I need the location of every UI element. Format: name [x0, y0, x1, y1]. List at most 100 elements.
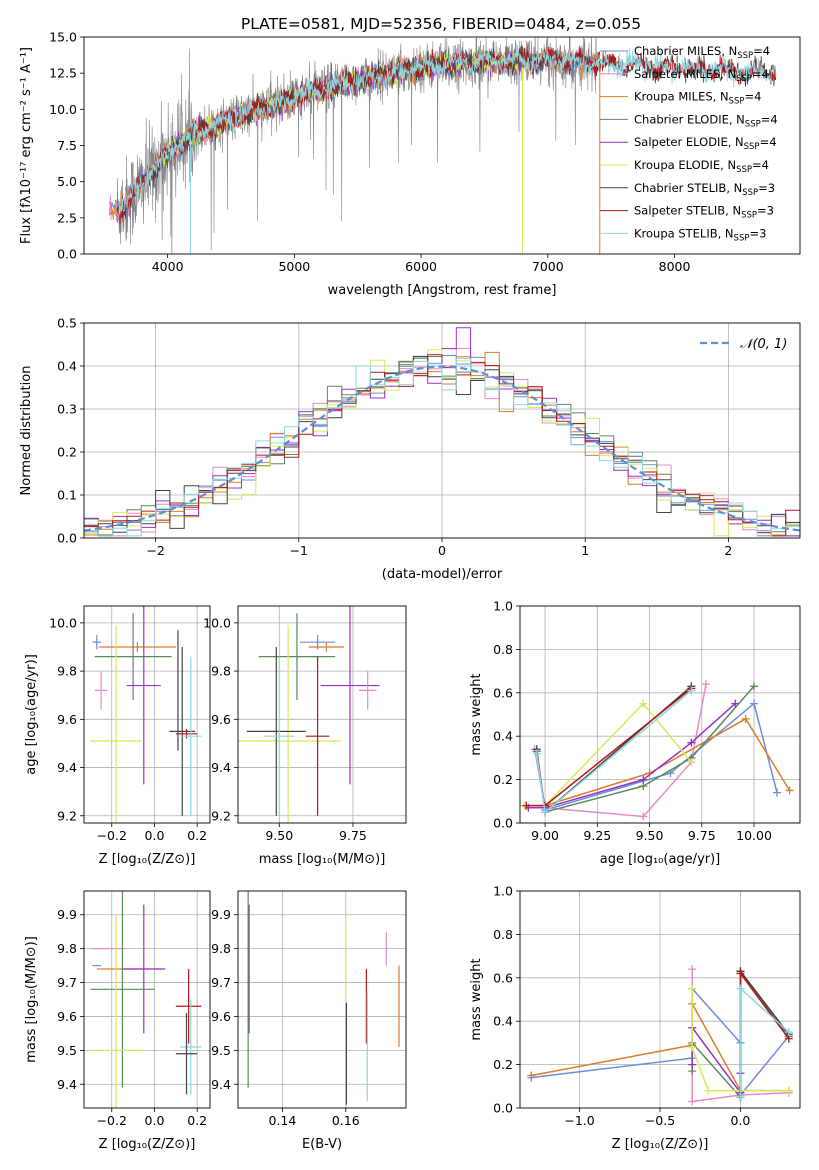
- x-tick-label: 0.16: [332, 1113, 360, 1128]
- y-tick-label: 0.2: [57, 445, 77, 460]
- weight-marker-salpeter_miles: [688, 965, 697, 974]
- panel-mass_vs_EBV: 0.14 0.16 9.4 9.5 9.6 9.7 9.8 9.9 E(B-V): [211, 890, 407, 1152]
- legend-entry: Salpeter MILES, NSSP=4: [634, 67, 769, 84]
- legend-entry: Chabrier MILES, NSSP=4: [634, 44, 770, 61]
- weight-marker-kroupa_elodie: [688, 1043, 697, 1052]
- plot-area: [238, 606, 406, 823]
- weight-marker-kroupa_elodie: [784, 1086, 793, 1095]
- x-axis-label: wavelength [Angstrom, rest frame]: [328, 283, 557, 298]
- y-tick-label: 9.8: [211, 941, 231, 956]
- weight-marker-salpeter_stelib: [736, 969, 745, 978]
- weight-marker-kroupa_miles: [527, 1071, 536, 1080]
- y-tick-label: 0.0: [493, 816, 513, 831]
- x-tick-label: 5000: [278, 259, 310, 274]
- axes-frame: [237, 605, 407, 824]
- y-tick-label: 10.0: [49, 615, 77, 630]
- weight-line-salpeter_stelib: [739, 971, 790, 1098]
- y-tick-label: 0.4: [57, 359, 77, 374]
- axes-frame: [83, 36, 801, 255]
- y-tick-label: 0.6: [493, 685, 513, 700]
- weight-marker-salpeter_elodie: [687, 738, 696, 747]
- weight-marker-kroupa_stelib: [687, 686, 696, 695]
- plot-area: [238, 891, 406, 1108]
- plot-area: [84, 891, 210, 1108]
- x-tick-label: 0: [438, 543, 446, 558]
- y-tick-label: 0.2: [493, 772, 513, 787]
- y-tick-label: 0.8: [493, 642, 513, 657]
- legend-entry: Kroupa ELODIE, NSSP=4: [634, 158, 769, 175]
- y-tick-label: 0.0: [57, 247, 77, 262]
- axes-frame: [83, 322, 801, 539]
- y-tick-label: 5.0: [57, 174, 77, 189]
- weight-marker-kroupa_stelib: [541, 808, 550, 817]
- y-tick-label: 9.6: [57, 712, 77, 727]
- y-axis-label: mass weight: [469, 958, 484, 1040]
- weight-marker-salpeter_miles: [701, 680, 710, 689]
- y-tick-label: 9.4: [211, 1077, 231, 1092]
- plot-area: [520, 891, 800, 1108]
- y-tick-label: 0.0: [57, 531, 77, 546]
- normal-curve: [84, 365, 800, 532]
- x-tick-label: 6000: [405, 259, 437, 274]
- weight-line-chabrier_miles: [531, 986, 790, 1098]
- legend-entry: Salpeter STELIB, NSSP=3: [634, 204, 774, 221]
- y-tick-label: 0.8: [493, 927, 513, 942]
- model-line-kroupa_stelib: [116, 44, 777, 219]
- x-tick-label: 0.0: [145, 1113, 165, 1128]
- x-tick-label: 0.2: [187, 828, 207, 843]
- y-tick-label: 0.1: [57, 488, 77, 503]
- weight-line-salpeter_elodie: [691, 1025, 742, 1096]
- x-axis-label: (data-model)/error: [382, 567, 503, 582]
- weight-marker-salpeter_elodie: [639, 775, 648, 784]
- x-tick-label: 7000: [532, 259, 564, 274]
- x-axis-label: age [log₁₀(age/yr)]: [600, 852, 721, 867]
- x-tick-label: 2: [724, 543, 732, 558]
- figure-title: PLATE=0581, MJD=52356, FIBERID=0484, z=0…: [241, 15, 641, 33]
- y-tick-label: 9.4: [57, 760, 77, 775]
- weight-line-kroupa_elodie: [691, 988, 789, 1092]
- panel-spectrum: 4000 5000 6000 7000 8000 0.0 2.5 5.0 7.5 10.0 12.5…: [19, 30, 801, 298]
- y-tick-label: 1.0: [493, 599, 513, 614]
- y-tick-label: 15.0: [49, 30, 77, 45]
- y-tick-label: 12.5: [49, 66, 77, 81]
- weight-line-chabrier_stelib: [739, 969, 790, 1098]
- weight-marker-kroupa_stelib: [532, 749, 541, 758]
- plot-area: [84, 606, 210, 823]
- x-tick-label: 9.75: [339, 828, 367, 843]
- weight-marker-salpeter_stelib: [522, 801, 531, 810]
- panel-mass_vs_Z: −0.2 0.0 0.2 9.4 9.5 9.6 9.7 9.8 9.9 Z [log₁₀(Z/Z…: [24, 890, 211, 1152]
- y-axis-label: mass [log₁₀(M/M⊙)]: [24, 936, 39, 1063]
- panel-weight_vs_age: 9.00 9.25 9.50 9.75 10.00 0.0 0.2 0.4 0.6 0.8 1.0 a…: [469, 599, 801, 867]
- x-tick-label: 8000: [659, 259, 691, 274]
- x-tick-label: 0.2: [187, 1113, 207, 1128]
- legend-entry: Kroupa MILES, NSSP=4: [634, 90, 761, 107]
- weight-line-salpeter_elodie: [528, 703, 736, 809]
- hist-step-salpeter_stelib: [84, 354, 800, 537]
- y-tick-label: 7.5: [57, 138, 77, 153]
- axes-frame: [83, 890, 211, 1109]
- x-axis-label: Z [log₁₀(Z/Z⊙)]: [99, 1137, 196, 1152]
- x-tick-label: −0.2: [97, 828, 127, 843]
- x-tick-label: 4000: [152, 259, 184, 274]
- plot-area: [108, 37, 777, 254]
- plot-area: [84, 323, 800, 538]
- weight-marker-chabrier_miles: [750, 699, 759, 708]
- x-tick-label: 9.25: [583, 828, 611, 843]
- y-tick-label: 10.0: [203, 615, 231, 630]
- axes-frame: [237, 890, 407, 1109]
- axes-frame: [519, 605, 801, 824]
- y-tick-label: 0.4: [493, 729, 513, 744]
- axes-frame: [519, 890, 801, 1109]
- y-tick-label: 9.7: [57, 975, 77, 990]
- x-tick-label: −1.0: [564, 1113, 594, 1128]
- panel-residual_hist: −2 −1 0 1 2 0.0 0.1 0.2 0.3 0.4 0.5 (data-model)/er…: [19, 316, 801, 582]
- weight-marker-kroupa_stelib: [736, 984, 745, 993]
- y-tick-label: 9.6: [211, 1009, 231, 1024]
- weight-line-salpeter_stelib: [526, 687, 692, 807]
- plot-area: [520, 606, 800, 823]
- hist-step-kroupa_stelib: [84, 357, 800, 537]
- weight-marker-salpeter_miles: [639, 812, 648, 821]
- y-tick-label: 9.2: [211, 808, 231, 823]
- x-tick-label: 9.50: [636, 828, 664, 843]
